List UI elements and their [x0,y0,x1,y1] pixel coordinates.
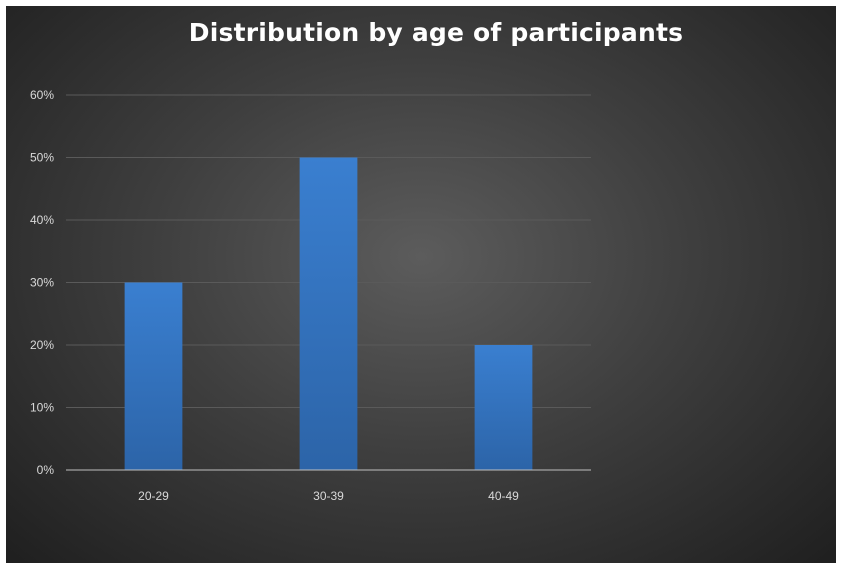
bar-40-49 [474,345,533,470]
y-tick-label: 0% [37,463,55,477]
x-tick-label: 20-29 [138,489,169,503]
chart-plot: 0% 10% 20% 30% 40% 50% 60% 20-29 30-39 40-49 [30,88,591,503]
y-tick-label: 40% [30,213,54,227]
chart-title: Distribution by age of participants [188,18,684,47]
tick-labels: 0% 10% 20% 30% 40% 50% 60% 20-29 30-39 40-49 [30,88,519,503]
bars [124,157,533,470]
y-tick-label: 30% [30,276,54,290]
y-tick-label: 10% [30,401,54,415]
chart-frame: Distribution by age of participants 0% 10… [6,6,836,563]
bar-20-29 [124,282,183,470]
x-tick-label: 40-49 [488,489,519,503]
x-tick-label: 30-39 [313,489,344,503]
bar-30-39 [299,157,358,470]
y-tick-label: 20% [30,338,54,352]
y-tick-label: 60% [30,88,54,102]
y-tick-label: 50% [30,151,54,165]
